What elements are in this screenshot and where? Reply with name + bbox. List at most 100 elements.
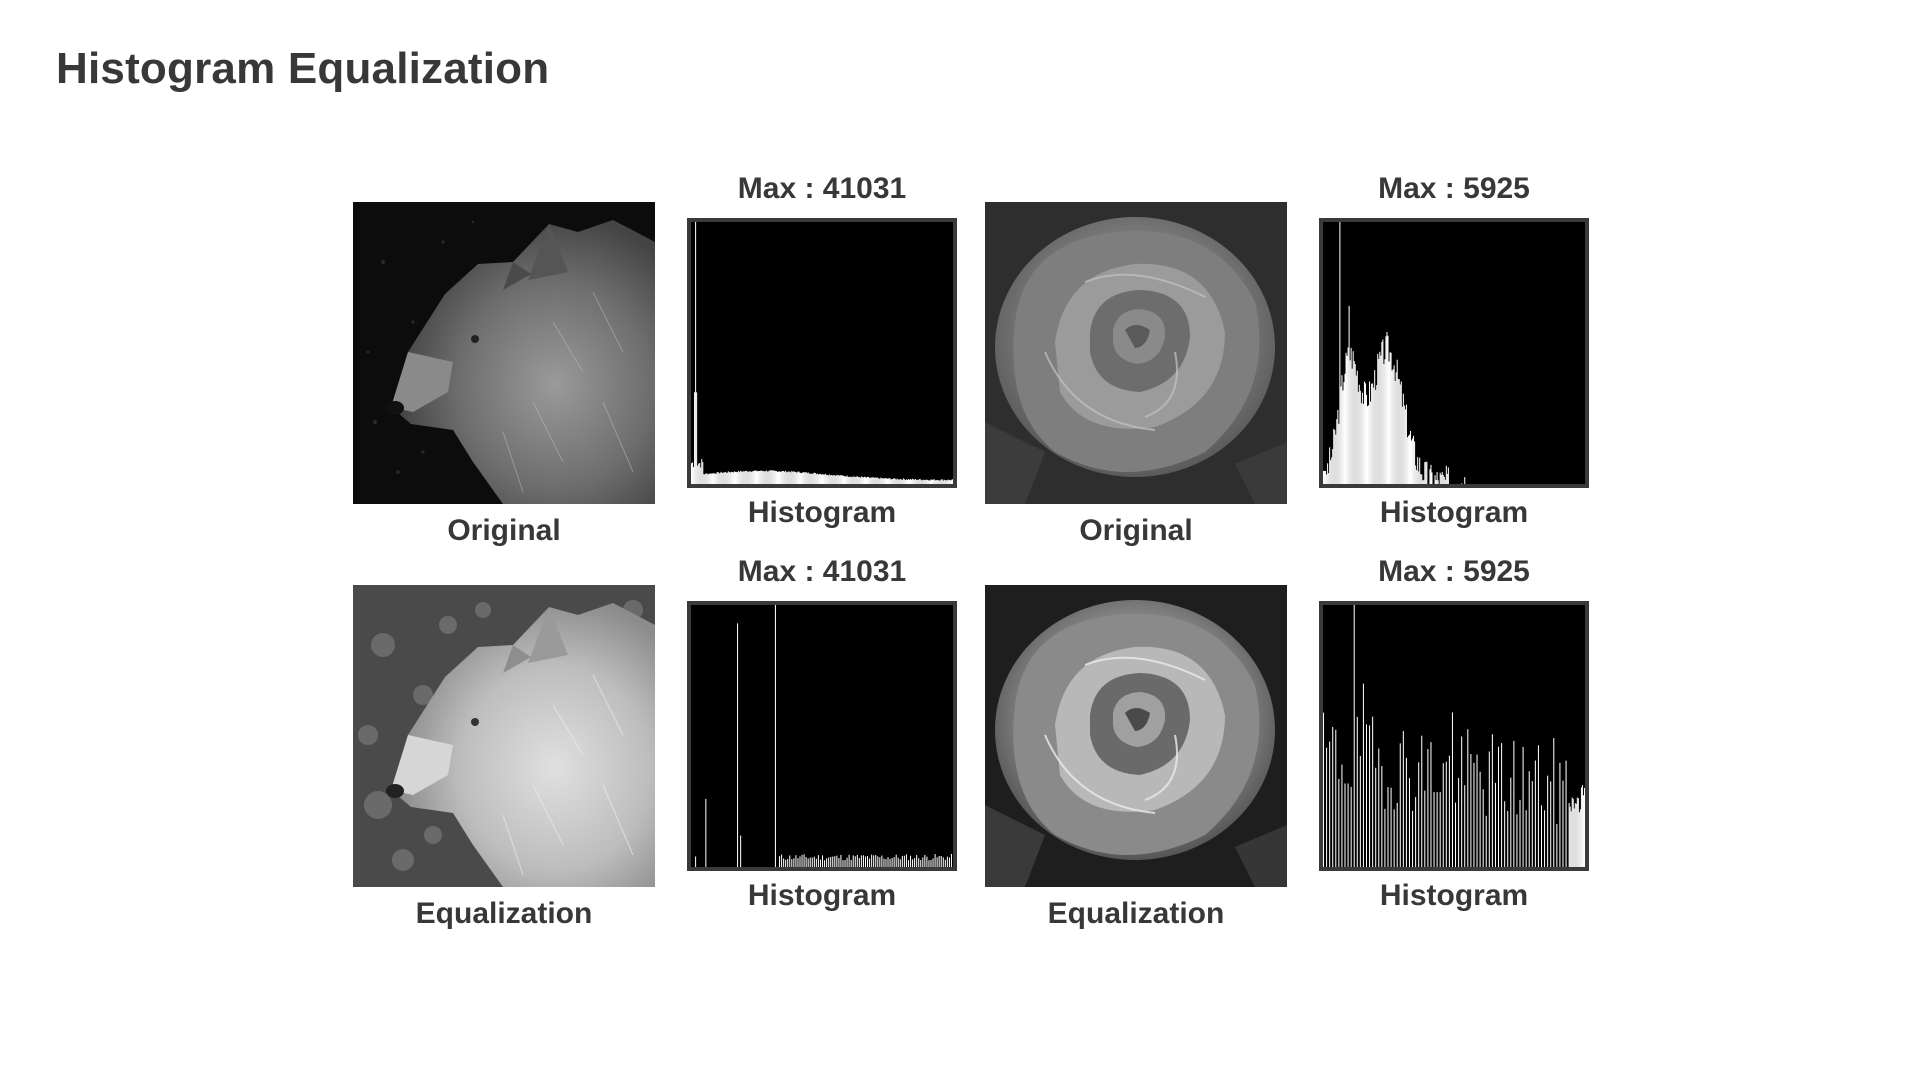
histogram-bin xyxy=(1333,429,1334,484)
histogram-bin xyxy=(773,470,774,484)
histogram-bin xyxy=(698,464,699,484)
histogram-bin xyxy=(893,479,894,484)
histogram-bin xyxy=(1326,748,1327,867)
histogram-bin xyxy=(1464,785,1465,867)
histogram-bin xyxy=(883,479,884,484)
histogram-bin xyxy=(1574,808,1575,867)
histogram-bin xyxy=(1467,729,1468,867)
histogram-bin xyxy=(1323,471,1324,484)
histogram-bin xyxy=(721,472,722,484)
histogram-bin xyxy=(911,480,912,484)
histogram-bin xyxy=(933,480,934,484)
histogram-bin xyxy=(724,472,725,484)
histogram-bin xyxy=(1441,475,1442,484)
histogram-bin xyxy=(861,477,862,485)
histogram-bin xyxy=(774,471,775,484)
histogram-bin xyxy=(908,479,909,484)
histogram-bin xyxy=(812,858,813,867)
histogram-bin xyxy=(764,471,765,484)
histogram-bin xyxy=(880,478,881,484)
histogram-bin xyxy=(813,473,814,484)
histogram-bin xyxy=(1367,406,1368,484)
histogram-bin xyxy=(871,855,872,867)
histogram-bin xyxy=(1355,364,1356,484)
histogram-bin xyxy=(1473,763,1474,867)
histogram-bin xyxy=(808,859,809,868)
histogram-bin xyxy=(828,475,829,484)
histogram-bin xyxy=(1403,394,1404,484)
histogram-bin xyxy=(1442,472,1443,484)
histogram-bin xyxy=(1581,788,1582,867)
histogram-bin xyxy=(934,479,935,484)
histogram-bin xyxy=(767,472,768,485)
histogram-bin xyxy=(873,477,874,484)
histogram-bin xyxy=(777,472,778,484)
histogram-bin xyxy=(1559,763,1560,867)
histogram-bin xyxy=(1507,811,1508,867)
histogram-bin xyxy=(821,475,822,484)
histogram-bin xyxy=(1390,352,1391,484)
histogram-bin xyxy=(1354,605,1355,867)
histogram-bin xyxy=(941,479,942,484)
histogram-bin xyxy=(1423,480,1424,484)
histogram-bin xyxy=(1570,807,1571,867)
histogram-bin xyxy=(929,480,930,484)
histogram-bin xyxy=(1397,803,1398,867)
histogram-bin xyxy=(1437,792,1438,867)
histogram-bin xyxy=(715,474,716,484)
wolf-equalized-image xyxy=(353,585,655,887)
histogram-bin xyxy=(1328,473,1329,484)
histogram-bin xyxy=(919,479,920,484)
histogram-bin xyxy=(742,472,743,484)
histogram-bin xyxy=(877,478,878,484)
histogram-bin xyxy=(1372,717,1373,867)
histogram-bin xyxy=(836,475,837,484)
histogram-bin xyxy=(927,480,928,484)
histogram-bin xyxy=(745,471,746,484)
histogram-bin xyxy=(788,471,789,484)
histogram-bin xyxy=(839,476,840,484)
histogram-bin xyxy=(806,472,807,484)
histogram-bin xyxy=(925,480,926,484)
histogram-bin xyxy=(807,473,808,484)
histogram-bin xyxy=(1417,457,1418,484)
histogram-bin xyxy=(937,480,938,484)
histogram-bin xyxy=(766,471,767,484)
histogram-bin xyxy=(1424,791,1425,867)
histogram-bin xyxy=(728,471,729,484)
histogram-bin xyxy=(718,472,719,484)
histogram-bin xyxy=(1358,392,1359,484)
histogram-bin xyxy=(791,859,792,867)
rose-equalized-histogram-max: Max : 5925 xyxy=(1319,555,1589,589)
histogram-bin xyxy=(1407,437,1408,484)
histogram-bin xyxy=(820,474,821,484)
histogram-bin xyxy=(1584,788,1585,867)
histogram-bin xyxy=(729,472,730,484)
histogram-bin xyxy=(937,857,938,867)
histogram-bin xyxy=(1352,369,1353,484)
histogram-bin xyxy=(1330,460,1331,484)
histogram-bin xyxy=(860,478,861,484)
histogram-bin xyxy=(1326,474,1327,484)
histogram-bin xyxy=(890,859,891,867)
rose-equalized-image xyxy=(985,585,1287,887)
histogram-bin xyxy=(850,477,851,484)
histogram-bin xyxy=(717,472,718,484)
histogram-bin xyxy=(814,473,815,484)
histogram-bin xyxy=(1464,477,1465,484)
histogram-bin xyxy=(818,855,819,867)
histogram-bin xyxy=(842,476,843,484)
wolf-original-histogram xyxy=(687,218,957,488)
histogram-bin xyxy=(922,857,923,867)
histogram-bin xyxy=(1361,403,1362,484)
histogram-bin xyxy=(712,473,713,484)
histogram-bin xyxy=(1329,742,1330,867)
histogram-bin xyxy=(889,478,890,484)
histogram-bin xyxy=(1342,390,1343,484)
histogram-bin xyxy=(692,462,693,484)
histogram-bin xyxy=(900,479,901,484)
histogram-bin xyxy=(945,860,946,867)
histogram-bin xyxy=(896,855,897,867)
histogram-bin xyxy=(920,479,921,484)
histogram-bin xyxy=(1413,436,1414,484)
